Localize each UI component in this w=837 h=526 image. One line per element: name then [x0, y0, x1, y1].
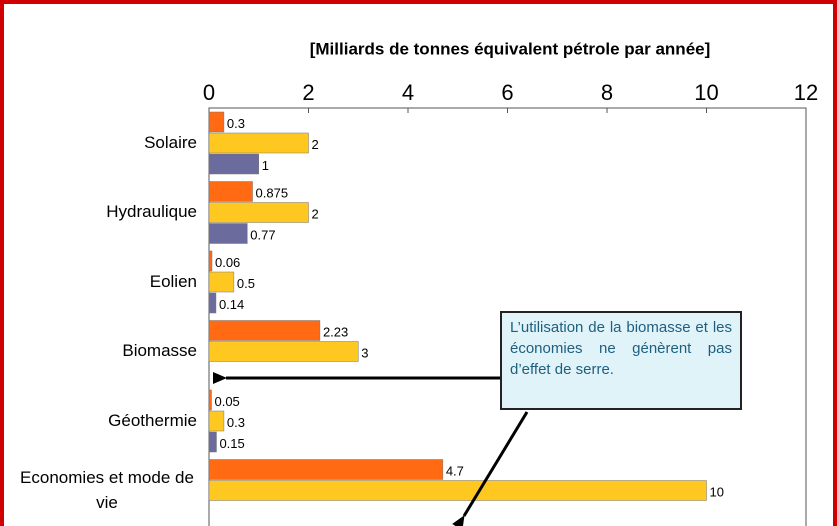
- data-label: 0.14: [219, 297, 244, 312]
- bar: [208, 459, 444, 480]
- data-label: 0.05: [214, 394, 239, 409]
- category-text: Eolien: [149, 271, 197, 291]
- data-label: 0.15: [219, 436, 244, 451]
- category-text: Géothermie: [108, 410, 197, 430]
- annotation: L’utilisation de la biomasse et les écon…: [500, 311, 742, 410]
- bar: [208, 181, 253, 202]
- bar: [208, 153, 259, 175]
- bar: [208, 410, 225, 432]
- x-tick-label: 4: [402, 80, 414, 105]
- category-label: Solaire: [2, 110, 197, 175]
- x-tick-label: 12: [794, 80, 818, 105]
- x-tick-label: 0: [203, 80, 215, 105]
- data-label: 0.77: [250, 227, 275, 242]
- data-label: 0.5: [237, 276, 255, 291]
- bar: [208, 480, 707, 501]
- data-label: 2.23: [323, 324, 348, 339]
- category-text: Solaire: [144, 132, 197, 152]
- x-tick-label: 2: [302, 80, 314, 105]
- bar: [208, 292, 217, 314]
- data-label: 0.06: [215, 255, 240, 270]
- data-label: 2: [312, 206, 319, 221]
- data-label: 0.3: [227, 415, 245, 430]
- category-text: Hydraulique: [106, 202, 197, 222]
- data-label: 0.3: [227, 116, 245, 131]
- category-text: Economies et mode de vie: [20, 467, 194, 513]
- x-tick-label: 8: [601, 80, 613, 105]
- bar: [208, 320, 321, 341]
- bar: [208, 341, 359, 362]
- category-label: Hydraulique: [2, 180, 197, 245]
- bar: [208, 111, 225, 133]
- x-tick-label: 6: [501, 80, 513, 105]
- chart-title: [Milliards de tonnes équivalent pétrole …: [310, 39, 711, 58]
- data-label: 10: [710, 484, 724, 499]
- data-label: 1: [262, 158, 269, 173]
- data-label: 3: [361, 345, 368, 360]
- category-label: Biomasse: [2, 319, 197, 384]
- category-label: Géothermie: [2, 388, 197, 453]
- bar: [208, 271, 235, 293]
- x-tick-label: 10: [694, 80, 718, 105]
- bar: [208, 223, 248, 244]
- category-text: Biomasse: [122, 341, 197, 361]
- bar: [208, 250, 213, 272]
- data-label: 0.875: [256, 185, 289, 200]
- category-label: Eolien: [2, 249, 197, 314]
- bar: [208, 431, 217, 453]
- category-label: Economies et mode de vie: [2, 458, 197, 523]
- bar: [208, 389, 212, 411]
- data-label: 2: [312, 137, 319, 152]
- data-label: 4.7: [446, 463, 464, 478]
- bar: [208, 132, 309, 154]
- bar: [208, 202, 309, 223]
